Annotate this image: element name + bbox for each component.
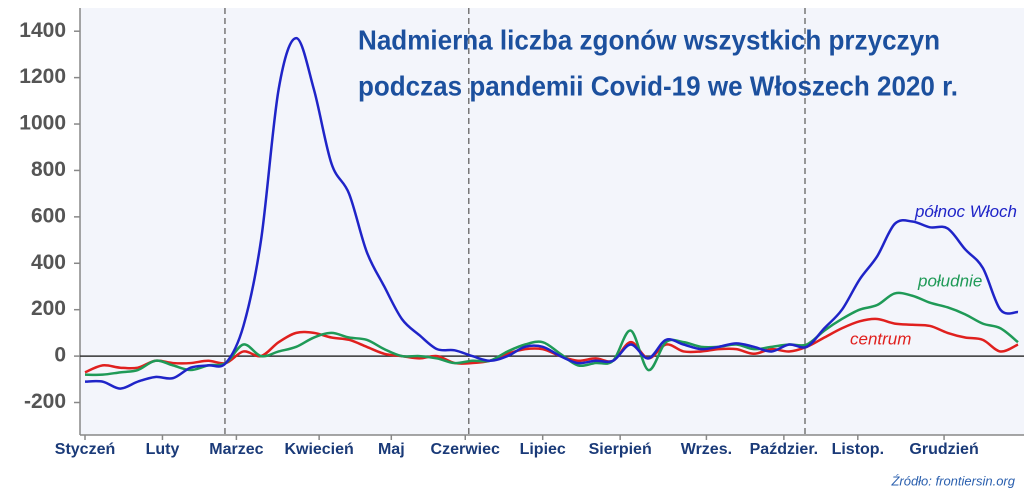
x-tick-label: Maj [378,441,405,458]
y-tick-label: 600 [31,204,66,227]
y-tick-label: 1000 [19,112,66,135]
x-tick-label: Lipiec [520,441,566,458]
y-tick-label: 800 [31,158,66,181]
source: Źródło: frontiersin.org [890,473,1015,488]
series-line [84,291,1019,377]
chart-title: Nadmierna liczba zgonów wszystkich przyc… [358,24,940,55]
y-tick-label: 0 [54,344,66,367]
plot-area [80,8,1024,435]
x-tick-label: Kwiecień [284,441,353,458]
x-tick-label: Listop. [832,441,884,458]
y-tick-label: 1200 [19,65,66,88]
series-label: północ Włoch [914,202,1017,221]
y-tick-label: 1400 [19,19,66,42]
x-tick-label: Luty [146,441,180,458]
x-tick-label: Wrzes. [681,441,732,458]
y-tick-label: 400 [31,251,66,274]
x-tick-label: Grudzień [909,441,978,458]
x-tick-label: Marzec [209,441,263,458]
y-tick-label: -200 [24,390,66,413]
x-tick-label: Sierpień [589,441,652,458]
x-tick-label: Czerwiec [431,441,500,458]
x-tick-label: Styczeń [55,441,115,458]
y-tick-label: 200 [31,297,66,320]
series-label: południe [917,271,982,290]
series-label: centrum [850,329,911,348]
x-tick-label: Paździer. [750,441,818,458]
chart-title: podczas pandemii Covid-19 we Włoszech 20… [358,70,958,101]
series-line [84,36,1019,390]
